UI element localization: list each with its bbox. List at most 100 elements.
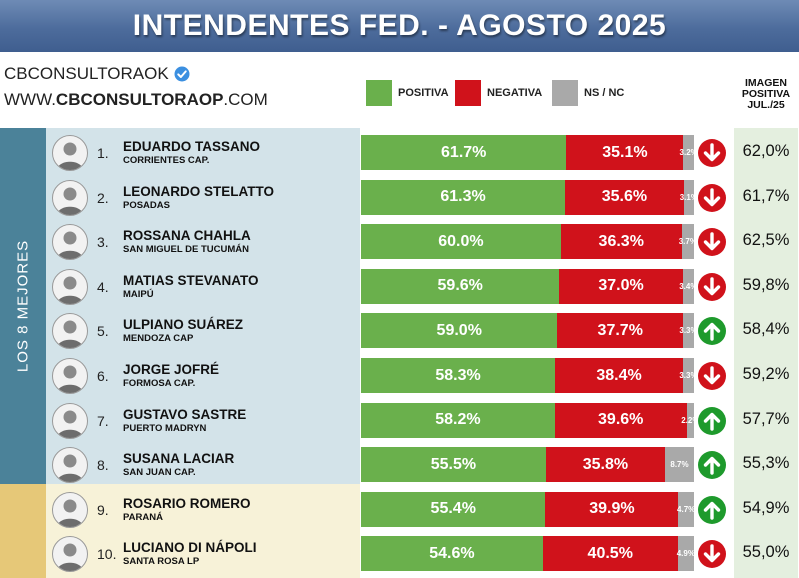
previous-image-value: 55,3% (742, 454, 790, 473)
approval-bar: 54.6% 40.5% 4.9% (361, 536, 695, 572)
legend-nsnc-label: NS / NC (584, 87, 625, 99)
rank-number: 3. (97, 234, 109, 251)
candidate-name: EDUARDO TASSANO (123, 139, 261, 154)
arrow-up-icon (697, 406, 727, 436)
bar-positive: 59.0% (361, 313, 558, 349)
arrow-down-icon (697, 183, 727, 213)
bar-positive: 54.6% (361, 536, 543, 572)
rank-number: 1. (97, 145, 109, 161)
url-prefix: WWW. (4, 90, 56, 109)
prev-header-line-2: POSITIVA (741, 88, 791, 100)
candidate-name: SUSANA LACIAR (123, 451, 235, 467)
candidate-name: MATIAS STEVANATO (123, 272, 259, 288)
bar-positive: 58.2% (361, 402, 555, 438)
previous-image-header: IMAGEN POSITIVA JUL./25 (734, 78, 798, 111)
rank-number: 2. (97, 189, 109, 206)
candidate-name: ROSARIO ROMERO (123, 495, 251, 511)
rank-number: 10. (97, 546, 117, 563)
bar-negative: 38.4% (555, 358, 683, 393)
brand-url: WWW.CBCONSULTORAOP.COM (4, 90, 268, 110)
approval-bar: 58.3% 38.4% 3.3% (361, 358, 698, 393)
bar-positive: 55.5% (361, 447, 546, 483)
rank-number: 6. (97, 368, 109, 384)
candidate-city: SAN JUAN CAP. (123, 467, 196, 479)
bar-nsnc: 2.2% (681, 402, 699, 438)
arrow-up-icon (697, 316, 727, 346)
bar-positive: 55.4% (361, 491, 546, 527)
top-group-side-band (0, 128, 46, 484)
bottom-group-side-band (0, 484, 46, 578)
candidate-photo (52, 268, 88, 305)
candidate-city: SAN MIGUEL DE TUCUMÁN (123, 244, 249, 256)
candidate-row: 1. EDUARDO TASSANO CORRIENTES CAP. 61.7% 35.… (0, 130, 799, 174)
candidate-row: 3. ROSSANA CHAHLA SAN MIGUEL DE TUCUMÁN 60.… (0, 219, 799, 263)
candidate-city: FORMOSA CAP. (123, 378, 196, 389)
arrow-down-icon (697, 227, 727, 257)
candidate-photo (52, 447, 88, 484)
legend-negative-swatch (455, 80, 481, 106)
approval-bar: 61.7% 35.1% 3.2% (361, 135, 698, 170)
rank-number: 7. (97, 412, 109, 429)
title-banner: INTENDENTES FED. - AGOSTO 2025 (0, 0, 799, 52)
legend-positive-label: POSITIVA (398, 87, 449, 99)
candidate-row: 9. ROSARIO ROMERO PARANÁ 55.4% 39.9% 4.7% 54,9… (0, 487, 799, 531)
candidate-row: 5. ULPIANO SUÁREZ MENDOZA CAP 59.0% 37.7% 3.3… (0, 308, 799, 352)
arrow-down-icon (697, 361, 727, 391)
rank-number: 9. (97, 501, 109, 518)
previous-image-value: 54,9% (742, 498, 790, 517)
bar-nsnc: 4.9% (677, 536, 695, 572)
previous-image-value: 62,5% (742, 231, 790, 250)
previous-image-value: 61,7% (742, 186, 790, 205)
candidate-row: 4. MATIAS STEVANATO MAIPÚ 59.6% 37.0% 3.4% 59,… (0, 264, 799, 308)
approval-bar: 55.5% 35.8% 8.7% (361, 447, 694, 483)
bar-nsnc: 8.7% (665, 447, 694, 483)
candidate-name: ROSSANA CHAHLA (123, 228, 251, 244)
bar-positive: 59.6% (361, 268, 560, 304)
previous-image-value: 59,2% (742, 365, 790, 383)
prev-header-line-1: IMAGEN (745, 77, 787, 89)
brand-name-row: CBCONSULTORAOK (4, 64, 268, 84)
bar-negative: 39.9% (545, 491, 679, 527)
candidate-photo (52, 358, 88, 394)
candidate-name: LUCIANO DI NÁPOLI (123, 540, 257, 556)
bar-negative: 40.5% (542, 536, 678, 572)
arrow-down-icon (697, 138, 727, 168)
rank-number: 8. (97, 457, 109, 474)
candidate-row: 2. LEONARDO STELATTO POSADAS 61.3% 35.6% 3.1%… (0, 175, 799, 219)
brand-name: CBCONSULTORAOK (4, 64, 169, 83)
bar-positive: 58.3% (361, 358, 556, 393)
candidate-city: MAIPÚ (123, 288, 154, 300)
candidate-photo (52, 179, 88, 216)
brand-block: CBCONSULTORAOK WWW.CBCONSULTORAOP.COM (4, 64, 268, 110)
approval-bar: 61.3% 35.6% 3.1% (361, 179, 698, 215)
candidate-row: 7. GUSTAVO SASTRE PUERTO MADRYN 58.2% 39.6% 2… (0, 398, 799, 442)
bar-negative: 37.7% (557, 313, 683, 349)
bar-nsnc: 3.4% (679, 268, 697, 304)
candidate-city: SANTA ROSA LP (123, 556, 200, 568)
arrow-down-icon (697, 539, 727, 569)
previous-image-value: 59,8% (742, 275, 790, 294)
verified-badge-icon (174, 66, 190, 82)
previous-image-value: 55,0% (742, 543, 790, 562)
arrow-up-icon (697, 450, 727, 480)
bar-negative: 35.1% (566, 135, 684, 170)
bar-nsnc: 3.1% (680, 179, 698, 215)
bar-positive: 61.7% (361, 135, 567, 170)
legend-nsnc-swatch (552, 80, 578, 106)
legend-positive: POSITIVA (366, 80, 449, 106)
candidate-city: PUERTO MADRYN (123, 422, 207, 434)
approval-bar: 60.0% 36.3% 3.7% (361, 224, 697, 260)
candidate-city: CORRIENTES CAP. (123, 155, 210, 166)
arrow-down-icon (697, 272, 727, 302)
candidate-city: PARANÁ (123, 511, 163, 523)
bar-nsnc: 4.7% (677, 491, 695, 527)
bar-negative: 35.6% (565, 179, 684, 215)
candidate-name: GUSTAVO SASTRE (123, 406, 247, 422)
approval-bar: 55.4% 39.9% 4.7% (361, 491, 695, 527)
candidate-row: 8. SUSANA LACIAR SAN JUAN CAP. 55.5% 35.8% 8.… (0, 442, 799, 486)
candidate-name: JORGE JOFRÉ (123, 362, 220, 377)
bar-nsnc: 3.7% (679, 224, 697, 260)
candidate-name: ULPIANO SUÁREZ (123, 317, 244, 333)
url-suffix: .COM (223, 90, 268, 109)
prev-header-line-3: JUL./25 (747, 99, 785, 111)
